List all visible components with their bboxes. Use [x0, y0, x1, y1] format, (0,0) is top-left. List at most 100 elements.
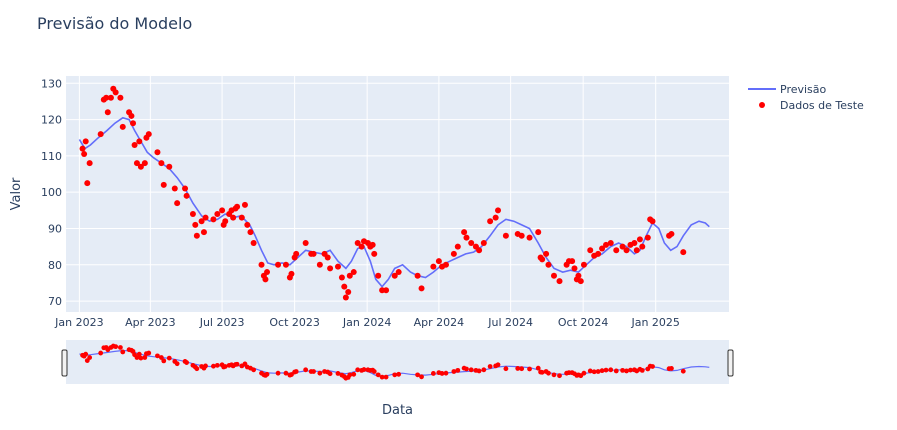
data-point-teste — [350, 269, 357, 276]
data-point-teste — [430, 263, 437, 270]
data-point-teste — [310, 250, 317, 257]
x-tick-label: Oct 2023 — [269, 316, 320, 329]
data-point-teste — [631, 240, 638, 247]
x-tick-label: Jul 2024 — [487, 316, 533, 329]
rangeslider-point — [392, 372, 398, 378]
data-point-teste — [495, 207, 502, 214]
rangeslider-point — [184, 360, 190, 365]
data-point-teste — [104, 109, 111, 116]
data-point-teste — [369, 241, 376, 248]
y-axis-title: Valor — [9, 177, 24, 210]
rangeslider-point — [251, 367, 257, 373]
data-point-teste — [166, 163, 173, 170]
data-point-teste — [84, 180, 91, 187]
rangeslider-point — [161, 358, 167, 364]
data-point-teste — [580, 261, 587, 268]
rangeslider-handle-left[interactable] — [61, 349, 68, 377]
rangeslider-handle-right[interactable] — [727, 349, 734, 377]
data-point-teste — [342, 294, 349, 301]
rangeslider-point — [455, 367, 461, 373]
y-tick-label: 70 — [48, 295, 62, 308]
data-point-teste — [222, 218, 229, 225]
rangeslider-point — [327, 371, 333, 377]
rangeslider-point — [174, 361, 180, 367]
data-point-teste — [193, 232, 200, 239]
rangeslider-point — [527, 366, 532, 372]
rangeslider-point — [476, 368, 482, 374]
rangeslider-point — [539, 369, 545, 375]
data-point-teste — [668, 230, 675, 237]
data-point-teste — [81, 151, 88, 158]
data-point-teste — [571, 265, 578, 272]
data-point-teste — [599, 245, 606, 252]
data-point-teste — [345, 289, 352, 296]
y-tick-label: 110 — [41, 150, 62, 163]
rangeslider-point — [283, 370, 289, 376]
data-point-teste — [354, 240, 361, 247]
data-point-teste — [577, 278, 584, 285]
data-point-teste — [543, 250, 550, 257]
rangeslider-point — [608, 367, 614, 373]
rangeslider-point — [355, 367, 361, 373]
y-tick-label: 90 — [48, 222, 62, 235]
data-point-teste — [414, 272, 421, 279]
data-point-teste — [644, 234, 651, 241]
data-point-teste — [183, 192, 190, 199]
data-point-teste — [130, 120, 137, 127]
data-point-teste — [198, 218, 205, 225]
x-tick-label: Jul 2023 — [199, 316, 245, 329]
data-point-teste — [275, 261, 282, 268]
rangeslider-point — [317, 370, 323, 376]
data-point-teste — [293, 250, 300, 257]
data-point-teste — [463, 234, 470, 241]
data-point-teste — [623, 247, 630, 254]
rangeslider-point — [468, 367, 474, 373]
rangeslider-point — [495, 362, 501, 368]
data-point-teste — [282, 261, 289, 268]
rangeslider-point — [620, 367, 625, 373]
data-point-teste — [476, 247, 483, 254]
data-point-teste — [154, 149, 161, 156]
data-point-teste — [680, 249, 687, 256]
data-point-teste — [526, 234, 533, 241]
rangeslider-point — [311, 369, 316, 374]
rangeslider-point — [587, 368, 593, 374]
y-tick-label: 100 — [41, 186, 62, 199]
data-point-teste — [262, 276, 269, 283]
rangeslider-point — [361, 367, 367, 372]
data-point-teste — [454, 243, 461, 250]
data-point-teste — [327, 265, 334, 272]
rangeslider-point — [650, 364, 655, 369]
legend-label-previsao[interactable]: Previsão — [780, 83, 827, 96]
rangeslider-point — [481, 367, 487, 373]
data-point-teste — [550, 272, 557, 279]
y-tick-label: 120 — [41, 114, 62, 127]
data-point-teste — [137, 163, 144, 170]
rangeslider-point — [430, 371, 436, 376]
data-point-teste — [79, 145, 86, 152]
data-point-teste — [82, 138, 89, 145]
data-point-teste — [97, 131, 104, 138]
rangeslider-point — [158, 355, 164, 360]
legend-marker-swatch — [759, 102, 765, 108]
data-point-teste — [556, 278, 563, 285]
data-point-teste — [341, 283, 348, 290]
data-point-teste — [158, 160, 165, 167]
legend-label-teste[interactable]: Dados de Teste — [780, 99, 864, 112]
data-point-teste — [171, 185, 178, 192]
rangeslider-point — [275, 370, 281, 376]
rangeslider-point — [591, 369, 597, 375]
rangeslider-point — [113, 344, 119, 350]
data-point-teste — [518, 232, 525, 239]
rangeslider-point — [680, 368, 686, 374]
data-point-teste — [595, 250, 602, 257]
rangeslider-point — [136, 351, 142, 357]
rangeslider-point — [371, 369, 377, 374]
data-point-teste — [442, 261, 449, 268]
data-point-teste — [607, 240, 614, 247]
data-point-teste — [210, 216, 217, 223]
rangeslider-point — [214, 362, 220, 368]
rangeslider-point — [142, 355, 148, 360]
data-point-teste — [264, 269, 271, 276]
rangeslider-point — [419, 374, 424, 380]
